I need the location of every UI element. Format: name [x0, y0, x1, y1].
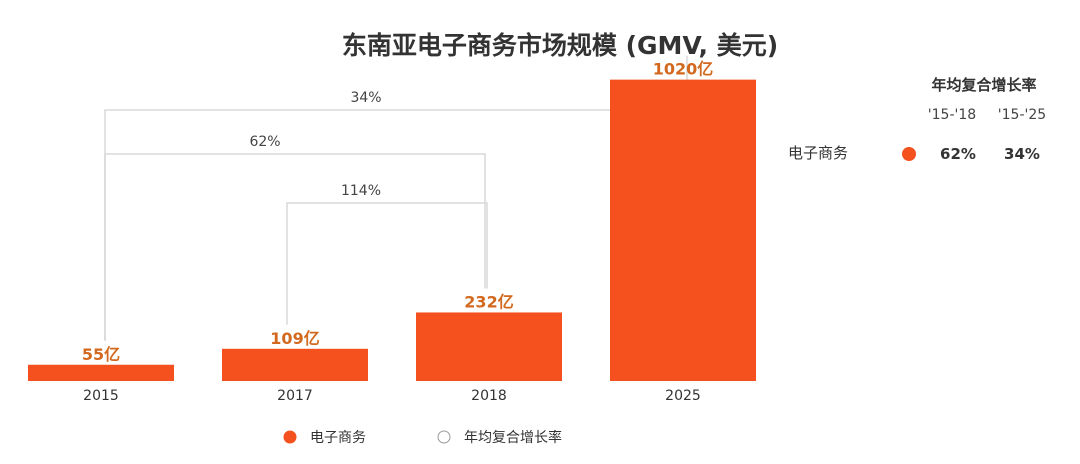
- cagr-bracket-2017-2018: [286, 202, 488, 325]
- cagr-table-header: 年均复合增长率: [931, 76, 1036, 94]
- data-label-2017: 109亿: [270, 329, 319, 348]
- legend-marker-ecommerce: [283, 430, 297, 444]
- cagr-bracket-2015-2018: [104, 153, 486, 341]
- bar-2017: [222, 348, 368, 381]
- bar-2015: [28, 364, 174, 381]
- data-label-2025: 1020亿: [653, 60, 714, 79]
- legend-marker-cagr: [437, 430, 451, 444]
- legend: 电子商务 年均复合增长率: [283, 429, 562, 446]
- cagr-bracket-label-2015-2018: 62%: [249, 134, 280, 150]
- legend-label-ecommerce: 电子商务: [310, 430, 366, 446]
- data-label-2018: 232亿: [464, 292, 513, 311]
- cagr-bracket-2015-2025: [104, 55, 688, 341]
- cagr-row-marker: [902, 147, 916, 161]
- cagr-val-15-25: 34%: [1004, 145, 1040, 163]
- x-tick-2018: 2018: [471, 388, 507, 404]
- cagr-bracket-label-2015-2025: 34%: [350, 90, 381, 106]
- cagr-col-15-18: '15-'18: [928, 107, 976, 123]
- bar-2025: [610, 79, 756, 382]
- bar-2018: [416, 312, 562, 381]
- x-tick-2025: 2025: [665, 388, 701, 404]
- cagr-row-series-name: 电子商务: [788, 144, 848, 162]
- legend-label-cagr: 年均复合增长率: [464, 429, 562, 446]
- x-tick-2017: 2017: [277, 388, 313, 404]
- chart-title: 东南亚电子商务市场规模 (GMV, 美元): [342, 31, 778, 60]
- data-label-2015: 55亿: [82, 345, 120, 364]
- cagr-table: 年均复合增长率 '15-'18 '15-'25 电子商务 62% 34%: [788, 76, 1046, 163]
- cagr-col-15-25: '15-'25: [998, 107, 1046, 123]
- cagr-val-15-18: 62%: [940, 145, 976, 163]
- x-tick-2015: 2015: [83, 388, 119, 404]
- cagr-bracket-label-2017-2018: 114%: [341, 183, 381, 199]
